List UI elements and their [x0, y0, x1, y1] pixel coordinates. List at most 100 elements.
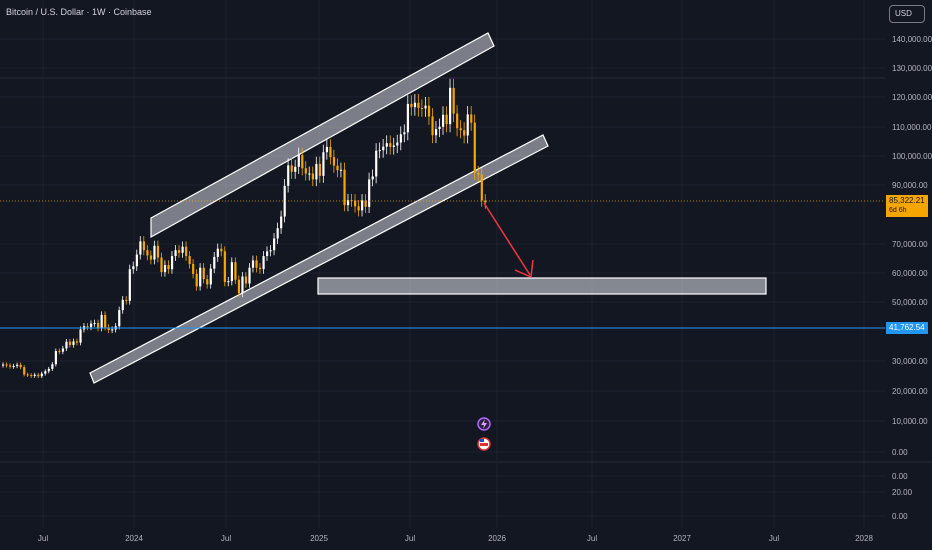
price-tick-label: 140,000.00 — [892, 35, 932, 44]
candle-body — [188, 256, 191, 264]
time-tick-label: 2027 — [673, 534, 691, 543]
candle-body — [202, 267, 205, 280]
target-zone — [317, 277, 767, 295]
candle-body — [185, 246, 188, 257]
price-tick-label: 70,000.00 — [892, 240, 928, 249]
candle-body — [125, 299, 128, 301]
candle-body — [477, 172, 480, 175]
flag-canton — [480, 439, 484, 442]
candle-body — [72, 341, 75, 345]
candle-body — [466, 114, 469, 136]
time-axis: Jul 2024 Jul 2025 Jul 2026 Jul 2027 Jul 2028 — [38, 534, 874, 543]
candle-body — [346, 200, 350, 206]
candle-body — [206, 279, 209, 285]
candle-body — [389, 143, 392, 147]
candle-body — [456, 113, 459, 129]
candle-body — [332, 157, 336, 166]
candle-body — [223, 251, 226, 283]
candle-body — [399, 134, 402, 143]
candle-body — [90, 323, 93, 328]
price-tick-label: 10,000.00 — [892, 417, 928, 426]
candle-body — [343, 169, 346, 206]
candle-body — [142, 241, 145, 251]
candle-body — [68, 341, 72, 345]
candle-body — [273, 238, 276, 251]
currency-button[interactable]: USD — [889, 5, 925, 23]
candle-body — [410, 103, 413, 108]
price-tick-label: 0.00 — [892, 512, 908, 521]
candle-body — [315, 163, 318, 180]
candle-body — [167, 265, 170, 270]
price-axis: 140,000.00 130,000.00 120,000.00 110,000.00… — [892, 35, 932, 521]
candle-body — [26, 374, 29, 376]
candle-body — [413, 102, 417, 108]
candle-body — [234, 262, 237, 280]
candle-body — [216, 248, 219, 257]
candle-body — [459, 128, 462, 131]
candle-body — [364, 200, 367, 207]
candle-body — [403, 132, 406, 135]
candle-body — [431, 116, 434, 136]
bar-countdown: 6d 6h — [889, 207, 907, 214]
candle-body — [262, 256, 265, 270]
candle-body — [30, 375, 33, 377]
candle-body — [156, 245, 160, 258]
price-tick-label: 0.00 — [892, 448, 908, 457]
candle-body — [276, 228, 279, 239]
candle-body — [382, 146, 385, 151]
symbol-title[interactable]: Bitcoin / U.S. Dollar · 1W · Coinbase — [6, 7, 152, 17]
time-tick-label: 2026 — [488, 534, 506, 543]
price-tick-label: 20,000.00 — [892, 387, 928, 396]
candle-body — [266, 251, 269, 257]
candle-body — [178, 250, 181, 253]
candle-body — [33, 374, 36, 376]
candle-body — [160, 257, 163, 273]
candle-body — [37, 374, 40, 377]
price-tick-label: 0.00 — [892, 472, 908, 481]
candle-body — [54, 351, 57, 365]
candle-body — [427, 105, 431, 117]
candle-body — [283, 185, 286, 217]
candle-body — [100, 314, 103, 329]
candle-body — [135, 254, 138, 267]
candle-body — [449, 87, 452, 125]
candle-body — [86, 326, 89, 328]
drawing-layer[interactable] — [89, 32, 767, 384]
candle-body — [118, 310, 121, 327]
price-tick-label: 30,000.00 — [892, 357, 928, 366]
candle-body — [480, 174, 483, 201]
candle-body — [195, 273, 198, 287]
lower-channel-band — [89, 134, 549, 384]
candle-body — [434, 129, 438, 136]
candle-body — [445, 114, 448, 125]
candle-body — [473, 122, 476, 173]
candle-body — [163, 265, 167, 273]
candle-body — [322, 152, 325, 176]
candle-body — [420, 108, 424, 110]
candle-body — [97, 323, 100, 329]
candle-body — [463, 130, 466, 136]
candle-body — [375, 150, 378, 177]
candle-body — [294, 166, 297, 172]
candle-body — [371, 176, 374, 180]
candle-body — [417, 102, 420, 109]
time-tick-label: 2024 — [125, 534, 143, 543]
candle-body — [311, 173, 314, 180]
chart-grid — [0, 0, 932, 528]
candle-body — [258, 267, 262, 270]
candle-body — [16, 364, 19, 367]
candle-body — [392, 145, 395, 147]
event-icons[interactable] — [477, 417, 491, 451]
candle-body — [251, 260, 255, 268]
candle-body — [181, 246, 184, 253]
candle-body — [406, 103, 409, 133]
projection-arrowhead — [514, 259, 534, 279]
price-tick-label: 50,000.00 — [892, 298, 928, 307]
candle-body — [329, 146, 332, 158]
time-tick-label: 2025 — [310, 534, 328, 543]
candle-body — [354, 200, 357, 207]
candle-body — [12, 366, 15, 368]
candle-series — [2, 78, 487, 379]
candle-body — [396, 142, 399, 146]
